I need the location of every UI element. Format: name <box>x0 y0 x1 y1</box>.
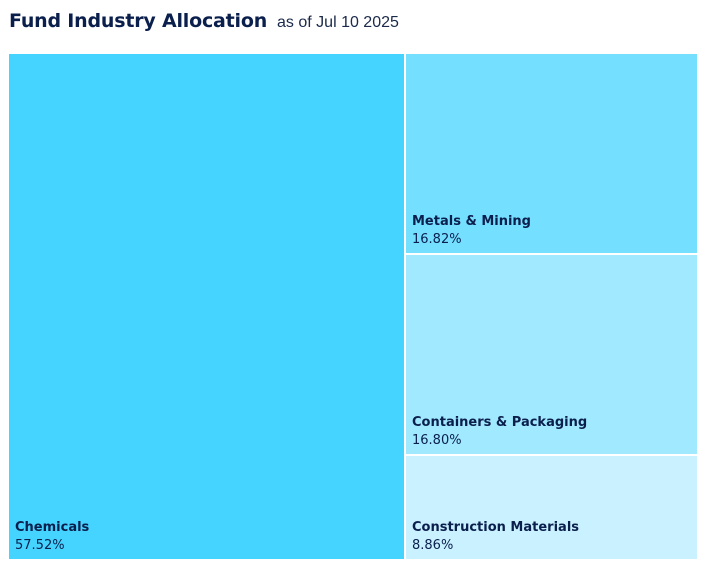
treemap-tile-chemicals[interactable]: Chemicals 57.52% <box>9 54 404 559</box>
treemap-chart: Chemicals 57.52% Metals & Mining 16.82% Cont… <box>9 54 697 559</box>
tile-category-name: Construction Materials <box>412 520 580 535</box>
tile-percentage: 57.52% <box>15 538 65 553</box>
tile-label: Construction Materials 8.86% <box>412 519 579 555</box>
tile-label: Containers & Packaging 16.80% <box>412 414 587 450</box>
treemap-tile-containers-and-packaging[interactable]: Containers & Packaging 16.80% <box>406 255 697 454</box>
chart-header: Fund Industry Allocation as of Jul 10 20… <box>9 10 399 32</box>
chart-date: as of Jul 10 2025 <box>277 14 399 31</box>
tile-category-name: Containers & Packaging <box>412 415 588 430</box>
tile-label: Metals & Mining 16.82% <box>412 213 531 249</box>
tile-percentage: 16.80% <box>412 433 462 448</box>
chart-title: Fund Industry Allocation <box>9 10 268 32</box>
tile-percentage: 8.86% <box>412 538 454 553</box>
treemap-tile-metals-and-mining[interactable]: Metals & Mining 16.82% <box>406 54 697 253</box>
tile-category-name: Chemicals <box>15 520 90 535</box>
tile-label: Chemicals 57.52% <box>15 519 89 555</box>
tile-percentage: 16.82% <box>412 232 462 247</box>
treemap-tile-construction-materials[interactable]: Construction Materials 8.86% <box>406 456 697 559</box>
tile-category-name: Metals & Mining <box>412 214 531 229</box>
